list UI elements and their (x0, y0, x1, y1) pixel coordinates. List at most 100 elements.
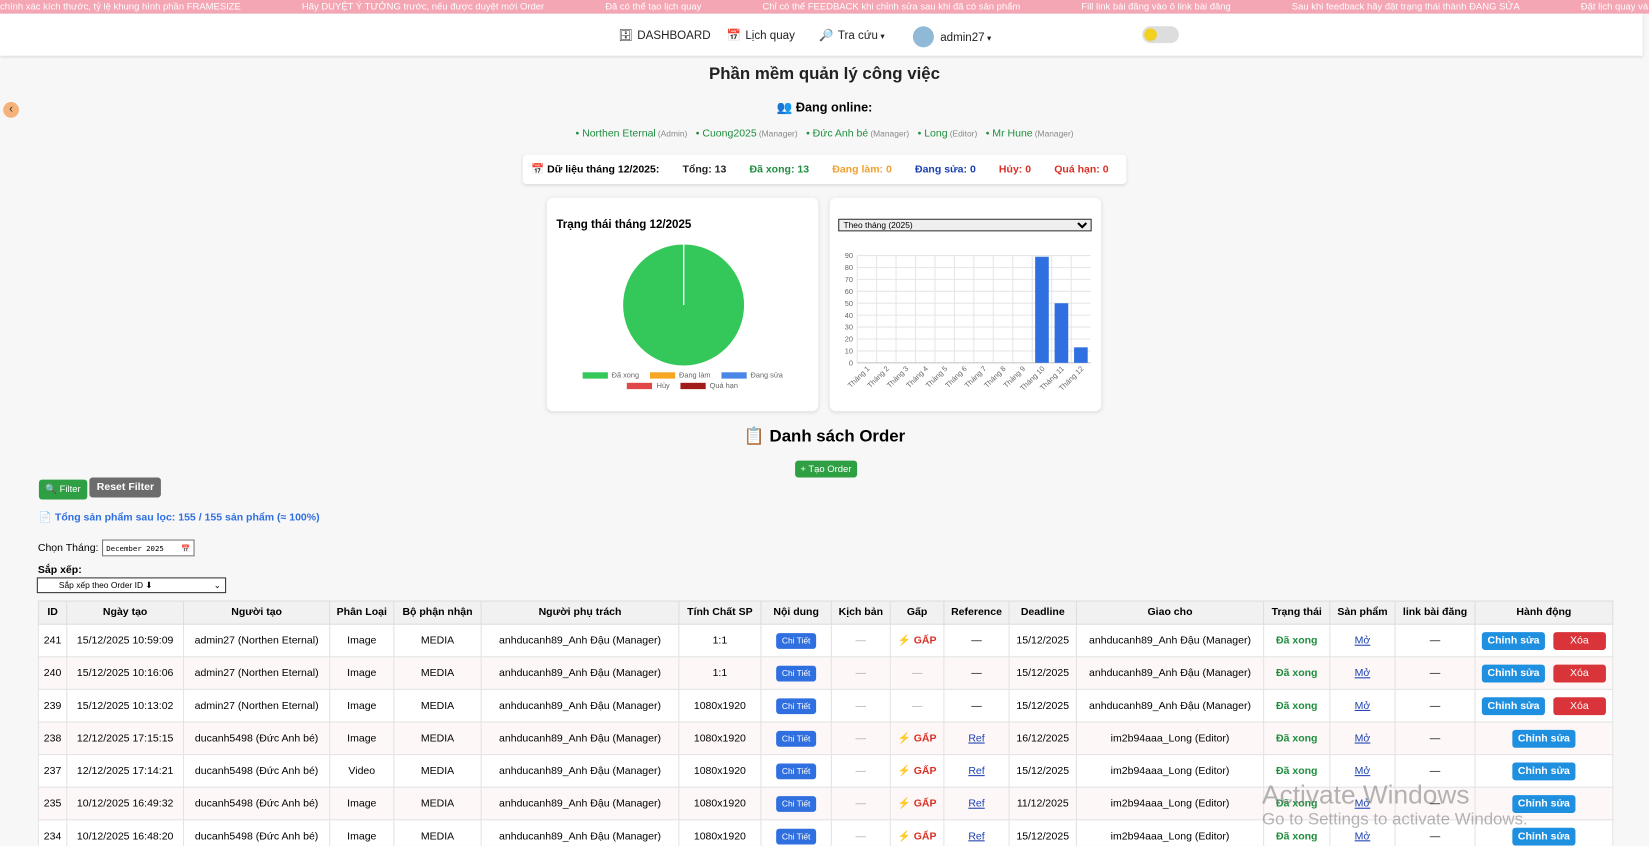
edit-button[interactable]: Chỉnh sửa (1482, 631, 1545, 650)
ticker-item: Sau khi feedback hãy đặt trạng thái thàn… (1291, 1, 1520, 12)
delete-button[interactable]: Xóa (1553, 631, 1606, 650)
table-cell: GẤP (889, 623, 945, 658)
cell-text: anhducanh89_Anh Đậu (Manager) (499, 634, 661, 647)
product-link[interactable]: Mở (1354, 634, 1371, 647)
delete-button[interactable]: Xóa (1553, 664, 1606, 683)
product-link[interactable]: Mở (1354, 797, 1371, 810)
detail-button[interactable]: Chi Tiết (776, 828, 816, 844)
product-link[interactable]: Mở (1354, 732, 1371, 745)
table-cell: Chi Tiết (760, 688, 832, 723)
table-cell: 10/12/2025 16:48:20 (66, 819, 185, 846)
sort-value: Sắp xếp theo Order ID ⬇ (58, 580, 153, 591)
urgent-flag: GẤP (898, 830, 937, 842)
online-heading: 👥 Đang online: (776, 99, 873, 115)
legend-swatch (721, 372, 747, 379)
bar (1054, 303, 1069, 363)
column-header: Hành động (1474, 600, 1614, 625)
product-link[interactable]: Mở (1354, 765, 1371, 777)
table-cell: Chi Tiết (760, 819, 832, 846)
nav-dashboard[interactable]: 🗄 DASHBOARD (618, 29, 711, 43)
user-role: (Editor) (949, 129, 978, 139)
theme-toggle[interactable] (1142, 26, 1179, 44)
detail-button[interactable]: Chi Tiết (776, 763, 816, 779)
edit-button[interactable]: Chỉnh sửa (1512, 827, 1576, 846)
reference-link[interactable]: Ref (968, 765, 985, 777)
detail-button[interactable]: Chi Tiết (776, 730, 816, 747)
cell-text: 1080x1920 (693, 797, 746, 810)
table-cell: ducanh5498 (Đức Anh bé) (182, 721, 331, 756)
table-cell: 10/12/2025 16:49:32 (66, 786, 185, 821)
ticker-item: Fill link bài đăng vào ô link bài đăng (1081, 1, 1231, 12)
table-cell: 12/12/2025 17:15:15 (66, 721, 185, 756)
create-order-button[interactable]: + Tạo Order (795, 460, 857, 478)
cell-text: MEDIA (420, 765, 455, 777)
detail-button[interactable]: Chi Tiết (776, 795, 816, 812)
edit-button[interactable]: Chỉnh sửa (1482, 664, 1545, 683)
reference-link: — (971, 699, 982, 712)
table-cell: 15/12/2025 10:13:02 (66, 688, 185, 723)
period-select[interactable]: Theo tháng (2025) (838, 218, 1092, 232)
table-cell: ducanh5498 (Đức Anh bé) (182, 786, 331, 821)
table-cell: Chi Tiết (760, 721, 832, 756)
user-role: (Manager) (1034, 129, 1074, 139)
reset-filter-button[interactable]: Reset Filter (89, 477, 162, 498)
product-link[interactable]: Mở (1354, 830, 1371, 842)
table-cell: MEDIA (393, 754, 482, 788)
table-cell: 240 (37, 656, 68, 690)
table-cell: — (1394, 721, 1476, 756)
reference-link[interactable]: Ref (968, 830, 985, 842)
table-cell: Image (329, 721, 395, 756)
cell-text: im2b94aaa_Long (Editor) (1110, 732, 1230, 745)
table-cell: Chi Tiết (760, 754, 832, 788)
cell-text: 15/12/2025 (1016, 765, 1070, 777)
edit-button[interactable]: Chỉnh sửa (1512, 794, 1576, 813)
table-cell: Image (329, 688, 395, 723)
y-tick-label: 20 (845, 335, 853, 344)
column-header: Gấp (889, 600, 945, 625)
nav-schedule[interactable]: 📅 Lịch quay (726, 29, 795, 43)
cell-text: 1:1 (712, 667, 728, 679)
cell-text: 235 (43, 797, 62, 810)
edit-button[interactable]: Chỉnh sửa (1512, 729, 1576, 748)
detail-button[interactable]: Chi Tiết (776, 632, 816, 649)
cell-text: 10/12/2025 16:48:20 (76, 830, 174, 842)
table-cell: — (830, 688, 891, 723)
detail-button[interactable]: Chi Tiết (776, 697, 816, 714)
reference-link[interactable]: Ref (968, 797, 985, 810)
table-cell: Đã xong (1263, 656, 1331, 690)
status: Đã xong (1275, 732, 1318, 745)
month-summary: 📅 Dữ liệu tháng 12/2025: Tổng: 13 Đã xong:… (522, 154, 1127, 185)
avatar[interactable] (912, 26, 934, 48)
order-row: 240 15/12/2025 10:16:06 admin27 (Northen E… (37, 656, 1614, 690)
table-cell: Đã xong (1263, 754, 1331, 788)
urgent-flag: GẤP (898, 733, 937, 745)
edit-button[interactable]: Chỉnh sửa (1482, 696, 1545, 715)
summary-item: Tổng: 13 (683, 164, 727, 176)
product-link[interactable]: Mở (1354, 667, 1371, 679)
navbar: 🗄DASHBOARD 📅Lịch quay 🔎Tra cứu admin27 (0, 13, 1643, 56)
ticker-item: Chỉ có thể FEEDBACK khi chỉnh sửa sau kh… (762, 1, 1021, 12)
cell-text: 11/12/2025 (1016, 797, 1069, 810)
legend-label: Hủy (656, 382, 670, 391)
nav-user[interactable]: admin27 (940, 32, 991, 45)
table-cell: anhducanh89_Anh Đậu (Manager) (1075, 656, 1265, 690)
cell-text: anhducanh89_Anh Đậu (Manager) (499, 732, 661, 745)
order-row: 235 10/12/2025 16:49:32 ducanh5498 (Đức An… (37, 786, 1614, 821)
nav-lookup[interactable]: 🔎 Tra cứu (819, 28, 884, 42)
status: Đã xong (1275, 634, 1318, 647)
cell-text: 238 (43, 732, 62, 745)
cell-text: MEDIA (420, 732, 455, 745)
month-input[interactable]: December 2025 📅 (102, 539, 195, 557)
urgent-flag: — (911, 667, 923, 679)
delete-button[interactable]: Xóa (1553, 696, 1606, 715)
cell-text: anhducanh89_Anh Đậu (Manager) (499, 667, 661, 679)
cell-text: 234 (43, 830, 62, 842)
product-link[interactable]: Mở (1354, 699, 1371, 712)
sort-select[interactable]: Sắp xếp theo Order ID ⬇ ⌄ (36, 577, 227, 594)
back-button[interactable]: ‹ (3, 102, 19, 118)
reference-link[interactable]: Ref (968, 732, 985, 745)
filter-button[interactable]: 🔍 Filter (38, 479, 87, 500)
edit-button[interactable]: Chỉnh sửa (1512, 761, 1576, 780)
legend-swatch (582, 372, 608, 379)
detail-button[interactable]: Chi Tiết (776, 665, 816, 681)
